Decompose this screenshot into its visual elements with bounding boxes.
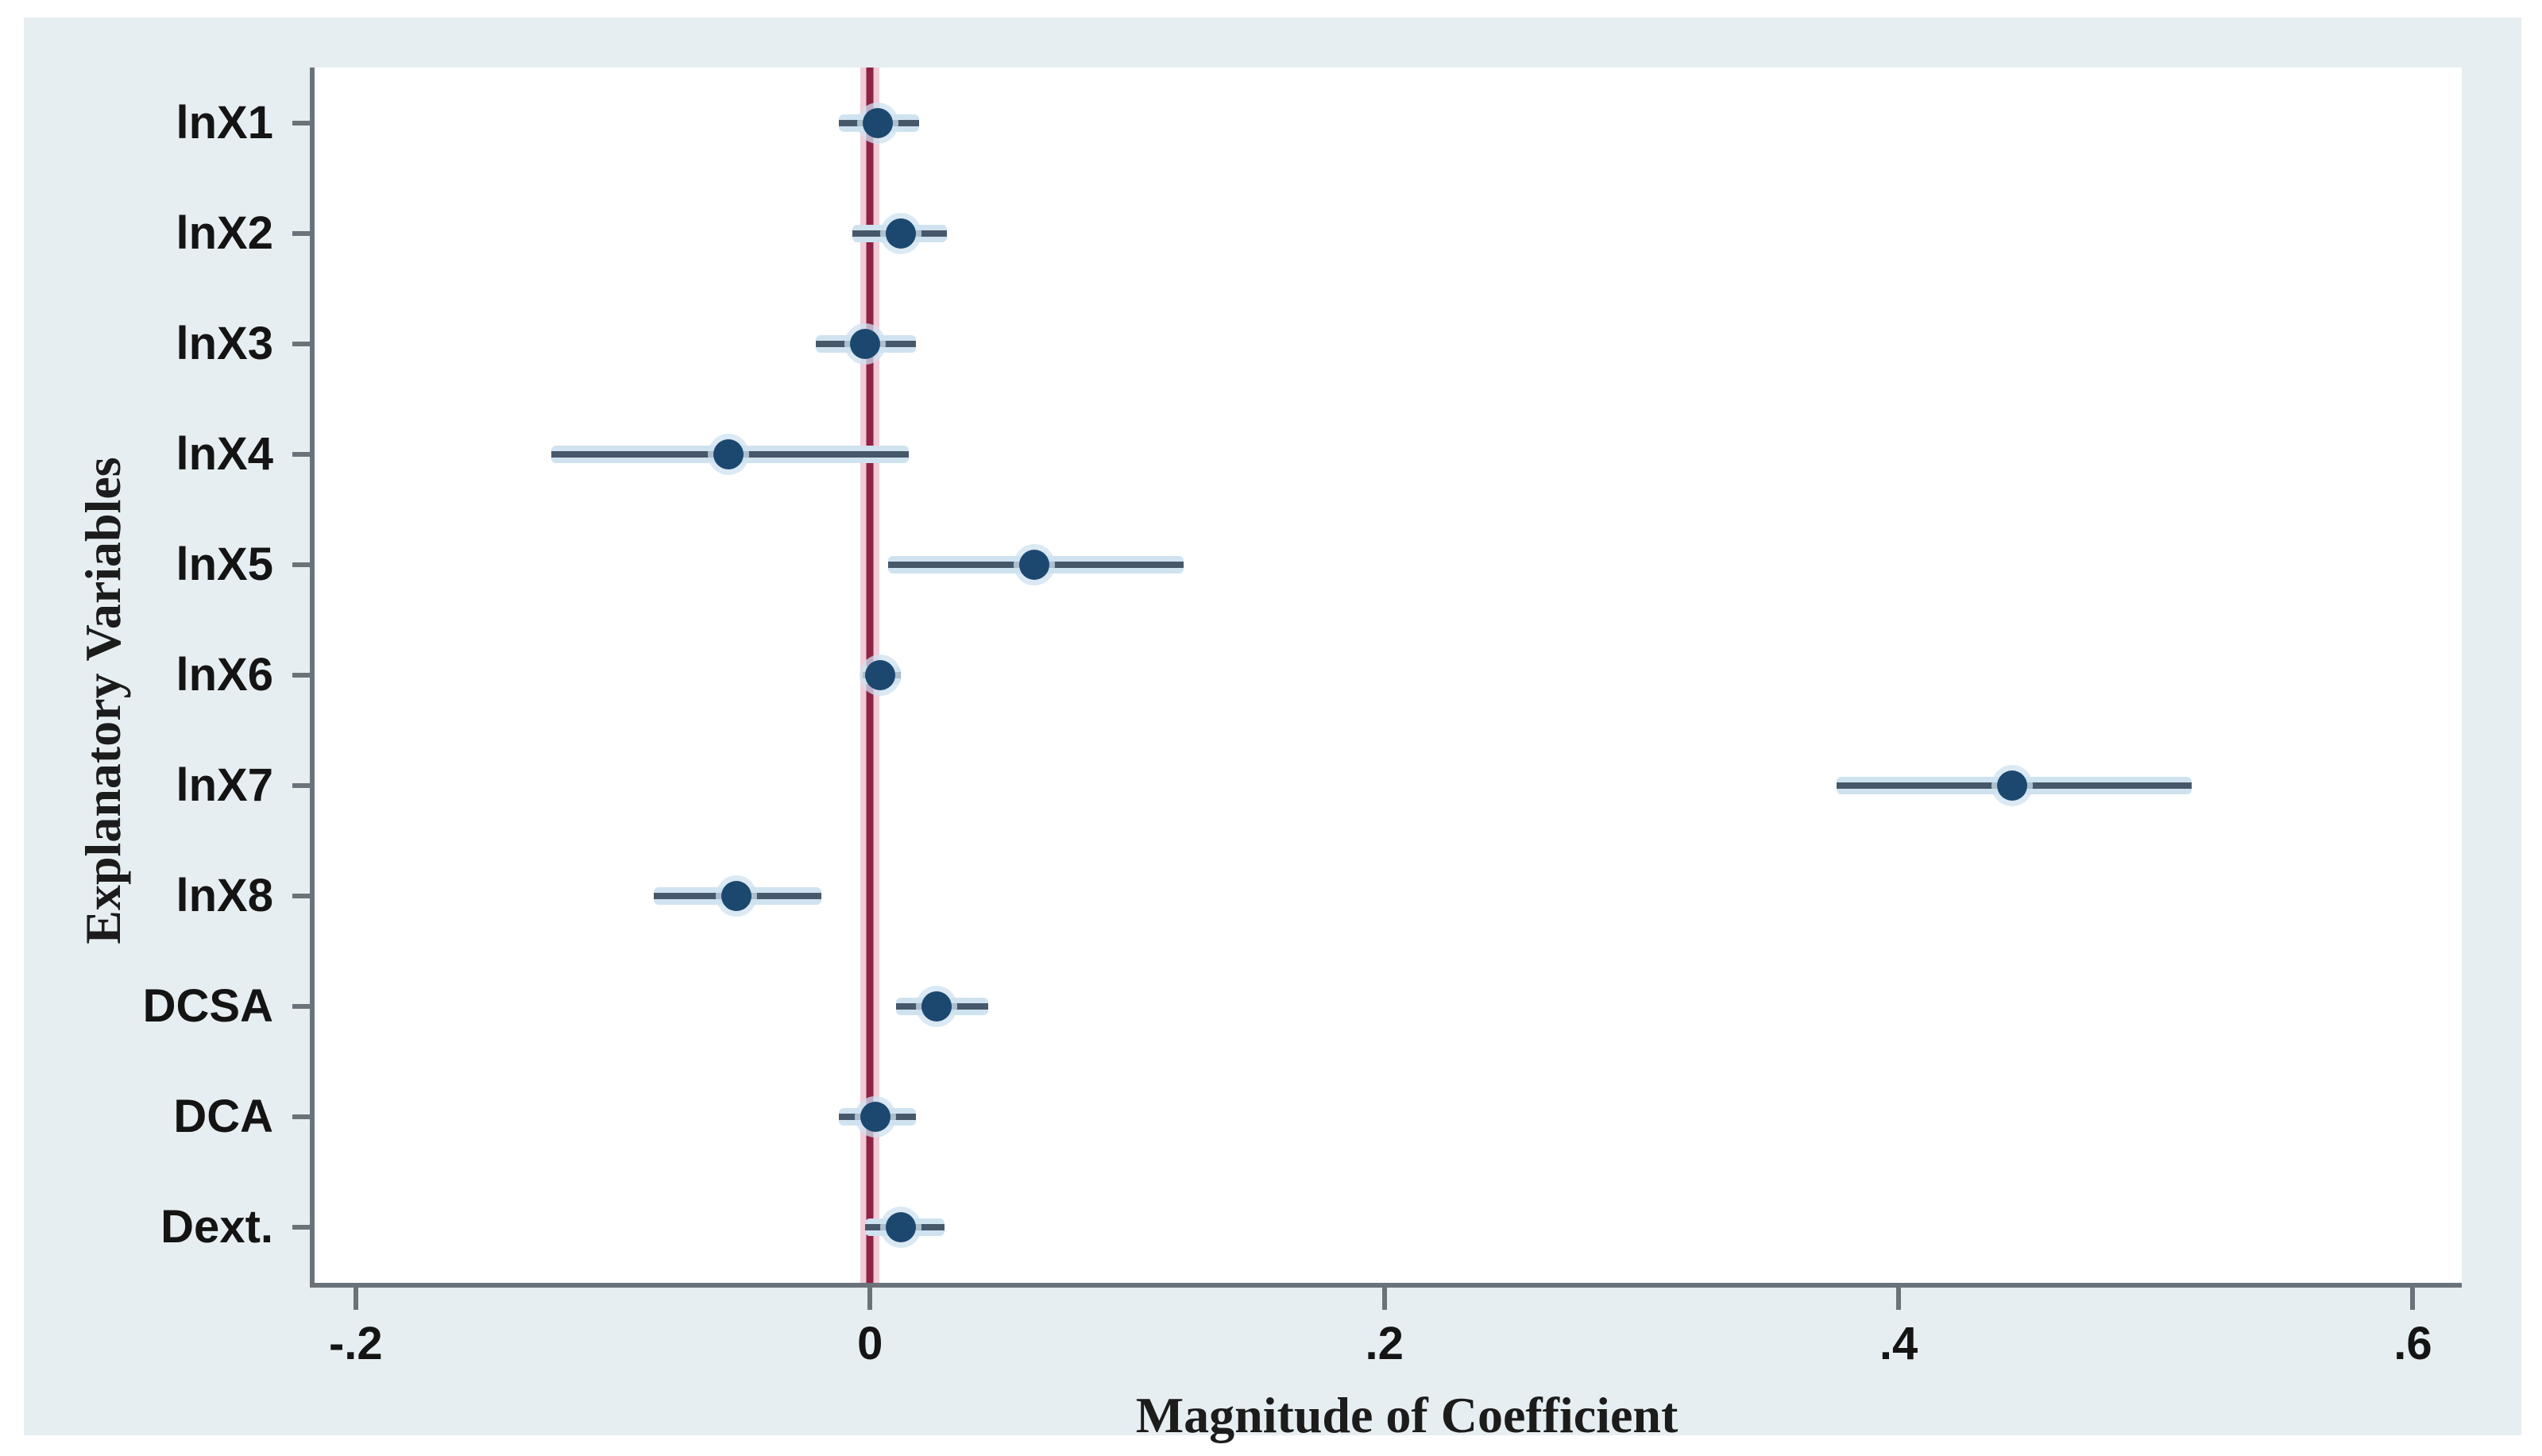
data-point-lnX6 xyxy=(865,660,896,690)
data-point-lnX8 xyxy=(720,880,751,911)
y-tick-label: DCA xyxy=(173,1090,273,1142)
y-tick-mark xyxy=(292,452,315,458)
y-tick-label: lnX2 xyxy=(176,207,274,260)
data-point-Dext xyxy=(886,1211,917,1242)
y-tick-mark xyxy=(292,893,315,898)
data-point-lnX4 xyxy=(713,439,744,470)
y-tick-mark xyxy=(292,673,315,678)
data-point-lnX2 xyxy=(886,218,917,249)
data-point-DCSA xyxy=(921,991,952,1022)
y-tick-label: lnX3 xyxy=(176,318,274,370)
data-point-lnX3 xyxy=(849,329,880,360)
y-tick-mark xyxy=(292,231,315,237)
y-tick-label: lnX6 xyxy=(176,649,274,701)
x-tick-mark xyxy=(2410,1283,2416,1310)
y-tick-label: lnX7 xyxy=(176,759,274,811)
x-tick-label: 0 xyxy=(857,1318,883,1369)
y-tick-label: Dext. xyxy=(160,1200,273,1253)
y-tick-label: lnX1 xyxy=(176,97,274,149)
plot-area: -.2 0 .2 .4 .6 lnX1 lnX2 lnX3 lnX4 lnX5 lnX6 lnX7 ln… xyxy=(143,68,2462,1367)
data-point-lnX1 xyxy=(862,108,893,139)
x-tick-label: .2 xyxy=(1365,1318,1404,1369)
data-point-lnX7 xyxy=(1996,770,2027,801)
y-tick-label: lnX4 xyxy=(176,428,274,481)
y-axis-title: Explanatory Variables xyxy=(75,457,131,944)
x-tick-label: .4 xyxy=(1879,1318,1918,1369)
x-tick-mark xyxy=(1381,1283,1387,1310)
y-tick-label: lnX5 xyxy=(176,539,274,590)
x-tick-mark xyxy=(867,1283,873,1310)
y-tick-mark xyxy=(292,1003,315,1009)
x-tick-label: .6 xyxy=(2393,1318,2432,1369)
x-axis-title: Magnitude of Coefficient xyxy=(1135,1387,1679,1443)
y-tick-mark xyxy=(292,342,315,347)
y-tick-label: DCSA xyxy=(142,979,273,1032)
data-point-lnX5 xyxy=(1019,550,1050,580)
y-tick-mark xyxy=(292,562,315,567)
y-tick-mark xyxy=(292,121,315,126)
data-point-DCA xyxy=(860,1101,890,1132)
y-tick-mark xyxy=(292,1224,315,1230)
y-tick-mark xyxy=(292,782,315,788)
x-tick-mark xyxy=(1896,1283,1902,1310)
y-tick-label: lnX8 xyxy=(176,869,274,921)
y-tick-mark xyxy=(292,1114,315,1119)
x-tick-label: -.2 xyxy=(328,1318,383,1369)
x-tick-mark xyxy=(353,1283,358,1310)
